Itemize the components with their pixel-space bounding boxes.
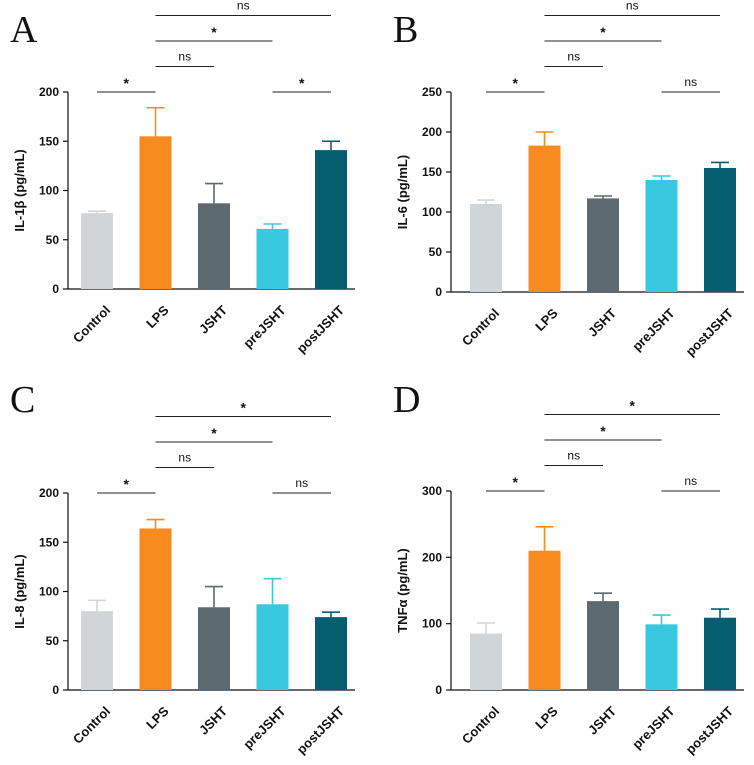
significance-label: *: [630, 398, 636, 414]
x-tick-label-jsht: JSHT: [196, 703, 230, 737]
bar-control: [470, 204, 502, 292]
bar-postjsht: [315, 150, 347, 289]
y-tick-label: 200: [39, 85, 59, 99]
y-tick-label: 250: [422, 85, 442, 99]
panel-letter: A: [10, 9, 38, 51]
x-tick-label-postjsht: postJSHT: [683, 305, 737, 359]
y-tick-label: 0: [435, 683, 442, 697]
significance-label: ns: [567, 50, 580, 64]
y-tick-label: 150: [422, 165, 442, 179]
significance-label: *: [211, 24, 217, 40]
y-axis-label: IL-6 (pg/mL): [395, 155, 410, 229]
y-tick-label: 0: [52, 683, 59, 697]
y-tick-label: 50: [46, 634, 60, 648]
bar-prejsht: [256, 228, 289, 289]
panel-letter: D: [393, 379, 420, 421]
x-tick-label-jsht: JSHT: [196, 302, 230, 336]
panel-d: D TNFα (pg/mL) 0 100 200 300 Control LPS JSHT pre…: [393, 379, 744, 757]
significance-label: *: [513, 474, 519, 490]
significance-label: *: [124, 75, 130, 91]
x-tick-label-control: Control: [459, 306, 502, 349]
bar-lps: [528, 145, 561, 292]
x-tick-label-lps: LPS: [143, 703, 172, 732]
x-tick-label-jsht: JSHT: [585, 703, 619, 737]
significance-label: ns: [626, 0, 639, 13]
y-tick-label: 100: [422, 617, 442, 631]
y-axis-label: TNFα (pg/mL): [395, 548, 410, 633]
bar-jsht: [587, 198, 619, 292]
bar-prejsht: [256, 604, 289, 690]
x-tick-label-postjsht: postJSHT: [294, 302, 348, 356]
y-tick-label: 200: [39, 486, 59, 500]
bar-jsht: [198, 203, 230, 289]
bar-jsht: [587, 601, 619, 690]
y-tick-label: 100: [422, 205, 442, 219]
y-tick-label: 150: [39, 535, 59, 549]
significance-label: *: [299, 75, 305, 91]
significance-label: ns: [684, 474, 697, 488]
significance-label: ns: [295, 476, 308, 490]
bar-lps: [139, 136, 172, 289]
y-tick-label: 50: [429, 245, 443, 259]
x-tick-label-postjsht: postJSHT: [294, 703, 348, 757]
y-tick-label: 0: [435, 285, 442, 299]
y-tick-label: 0: [52, 282, 59, 296]
significance-label: ns: [567, 449, 580, 463]
y-tick-label: 100: [39, 184, 59, 198]
significance-label: ns: [684, 75, 697, 89]
panel-a: A IL-1β (pg/mL) 0 50 100 150 200 Control LPS JSHT…: [10, 0, 355, 356]
significance-label: ns: [178, 50, 191, 64]
x-tick-label-lps: LPS: [532, 305, 561, 334]
bar-lps: [528, 550, 561, 690]
y-axis-label: IL-8 (pg/mL): [12, 554, 27, 628]
bar-jsht: [198, 607, 230, 690]
bar-control: [470, 633, 502, 690]
y-tick-label: 100: [39, 585, 59, 599]
x-tick-label-control: Control: [70, 303, 113, 346]
bar-postjsht: [315, 617, 347, 690]
panel-b: B IL-6 (pg/mL) 0 50 100 150 200 250 Control LPS JS…: [393, 0, 744, 359]
y-tick-label: 300: [422, 484, 442, 498]
x-tick-label-control: Control: [70, 704, 113, 747]
x-tick-label-prejsht: preJSHT: [240, 703, 288, 751]
significance-label: ns: [237, 0, 250, 13]
x-tick-label-postjsht: postJSHT: [683, 703, 737, 757]
significance-label: *: [211, 425, 217, 441]
bar-prejsht: [645, 624, 678, 690]
y-tick-label: 50: [46, 233, 60, 247]
significance-label: *: [600, 24, 606, 40]
bar-postjsht: [704, 168, 736, 292]
x-tick-label-prejsht: preJSHT: [629, 305, 677, 353]
significance-label: *: [124, 476, 130, 492]
y-tick-label: 200: [422, 125, 442, 139]
panel-letter: B: [393, 9, 418, 51]
bar-lps: [139, 528, 172, 690]
x-tick-label-lps: LPS: [532, 703, 561, 732]
significance-label: *: [513, 75, 519, 91]
x-tick-label-control: Control: [459, 704, 502, 747]
x-tick-label-jsht: JSHT: [585, 305, 619, 339]
y-tick-label: 150: [39, 134, 59, 148]
bar-control: [81, 611, 113, 690]
y-axis-label: IL-1β (pg/mL): [12, 149, 27, 231]
significance-label: *: [600, 423, 606, 439]
bar-control: [81, 213, 113, 289]
panel-letter: C: [10, 379, 35, 421]
bar-prejsht: [645, 180, 678, 292]
x-tick-label-lps: LPS: [143, 302, 172, 331]
bar-postjsht: [704, 617, 736, 690]
significance-label: *: [241, 400, 247, 416]
significance-label: ns: [178, 451, 191, 465]
x-tick-label-prejsht: preJSHT: [240, 302, 288, 350]
y-tick-label: 200: [422, 550, 442, 564]
x-tick-label-prejsht: preJSHT: [629, 703, 677, 751]
panel-c: C IL-8 (pg/mL) 0 50 100 150 200 Control LPS JSHT p…: [10, 379, 355, 757]
